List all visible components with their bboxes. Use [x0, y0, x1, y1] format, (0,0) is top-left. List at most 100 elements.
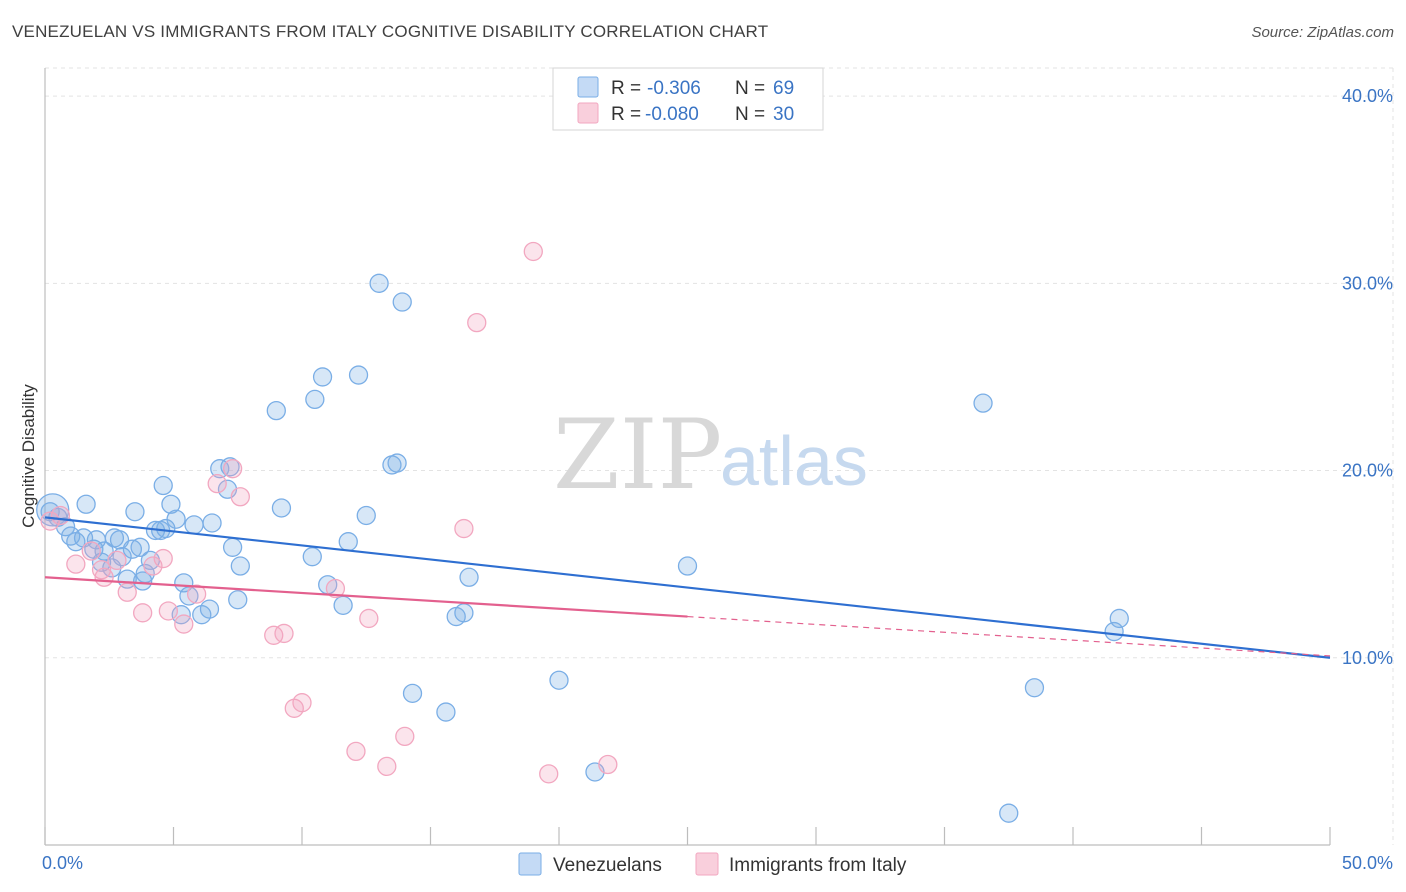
legend-label-italy: Immigrants from Italy [729, 855, 907, 876]
point-italy [222, 459, 243, 479]
legend-r-value-italy: -0.080 [645, 104, 699, 125]
y-tick-label: 30.0% [1342, 273, 1393, 293]
point-italy [158, 601, 179, 621]
watermark-atlas: atlas [720, 422, 868, 500]
point-venezuelans [184, 515, 204, 535]
point-venezuelans [305, 389, 325, 410]
y-tick-label: 40.0% [1342, 86, 1393, 106]
axes [44, 68, 1331, 846]
legend-n-label: N = [735, 78, 765, 99]
point-venezuelans [109, 530, 130, 550]
point-venezuelans [549, 670, 569, 690]
point-italy [539, 764, 559, 784]
trend-line-venezuelans [44, 516, 1331, 659]
point-italy [395, 726, 415, 747]
point-italy [143, 556, 163, 576]
point-italy [207, 473, 227, 494]
point-italy [230, 487, 250, 507]
legend-swatch-italy [577, 102, 599, 124]
point-venezuelans [1109, 608, 1129, 629]
correlation-legend: R = -0.306 N = 69 R = -0.080 N = 30 [552, 67, 824, 131]
gridlines: 10.0% 20.0% 30.0% 40.0% [45, 67, 1394, 845]
point-italy [50, 505, 71, 526]
point-venezuelans [153, 475, 173, 496]
point-venezuelans [230, 556, 250, 576]
chart-source: Source: ZipAtlas.com [1251, 24, 1394, 41]
point-venezuelans [348, 365, 369, 385]
legend-n-label: N = [735, 104, 765, 125]
point-venezuelans [122, 539, 143, 559]
y-axis-label: Cognitive Disability [19, 384, 38, 528]
point-venezuelans [228, 590, 248, 610]
watermark-zip: ZIP [553, 399, 722, 511]
point-italy [523, 241, 543, 262]
point-venezuelans [76, 494, 96, 514]
legend-r-label: R = [611, 104, 641, 125]
point-venezuelans [222, 537, 243, 557]
point-italy [153, 548, 173, 569]
point-italy [598, 754, 618, 775]
legend-swatch-venezuelans [577, 76, 599, 98]
point-venezuelans [333, 595, 353, 615]
legend-n-value-venezuelans: 69 [773, 78, 794, 99]
legend-r-value-venezuelans: -0.306 [647, 78, 701, 99]
point-venezuelans [199, 599, 220, 619]
point-venezuelans [112, 547, 132, 567]
point-italy [292, 693, 312, 713]
trend-line-italy-extrapolated [687, 615, 1331, 657]
trend-line-italy [44, 576, 688, 618]
point-italy [94, 567, 114, 587]
point-italy [133, 603, 153, 623]
point-venezuelans [302, 547, 322, 567]
point-venezuelans [166, 509, 186, 529]
point-italy [91, 560, 112, 580]
point-italy [174, 614, 194, 634]
point-venezuelans [454, 603, 474, 623]
point-venezuelans [266, 400, 286, 421]
point-venezuelans [436, 702, 456, 722]
data-points [36, 241, 1129, 823]
legend-r-label: R = [611, 78, 641, 99]
y-tick-label: 10.0% [1342, 648, 1393, 668]
legend-swatch-venezuelans [518, 852, 542, 876]
point-italy [66, 554, 86, 574]
point-venezuelans [1024, 678, 1045, 698]
point-venezuelans [999, 803, 1019, 823]
point-italy [325, 578, 346, 599]
legend-swatch-italy [695, 852, 719, 876]
legend-label-venezuelans: Venezuelans [553, 855, 662, 876]
point-venezuelans [130, 537, 150, 557]
point-italy [359, 608, 379, 629]
legend-n-value-italy: 30 [773, 104, 794, 125]
point-italy [107, 550, 127, 571]
point-italy [467, 312, 487, 333]
point-venezuelans [202, 513, 222, 533]
point-venezuelans [125, 502, 145, 522]
x-tick-label-max: 50.0% [1342, 853, 1393, 873]
point-venezuelans [312, 367, 333, 387]
point-italy [346, 741, 366, 762]
point-venezuelans [677, 556, 698, 576]
point-venezuelans [356, 505, 376, 526]
y-tick-label: 20.0% [1342, 461, 1393, 481]
point-venezuelans [459, 567, 479, 587]
watermark: ZIP atlas [553, 399, 868, 511]
point-venezuelans [387, 453, 407, 473]
point-venezuelans [369, 273, 389, 293]
series-legend: Venezuelans Immigrants from Italy [518, 852, 907, 876]
point-italy [186, 584, 207, 604]
point-italy [81, 541, 101, 561]
point-italy [117, 582, 137, 602]
point-italy [454, 518, 474, 539]
point-venezuelans [338, 532, 358, 552]
point-italy [274, 623, 294, 644]
point-italy [377, 756, 397, 777]
chart-title: VENEZUELAN VS IMMIGRANTS FROM ITALY COGN… [12, 22, 769, 41]
point-venezuelans [392, 292, 412, 312]
point-venezuelans [271, 498, 292, 518]
point-venezuelans [973, 393, 993, 413]
trend-lines [44, 516, 1331, 659]
point-venezuelans [133, 571, 153, 591]
point-venezuelans [161, 494, 181, 514]
